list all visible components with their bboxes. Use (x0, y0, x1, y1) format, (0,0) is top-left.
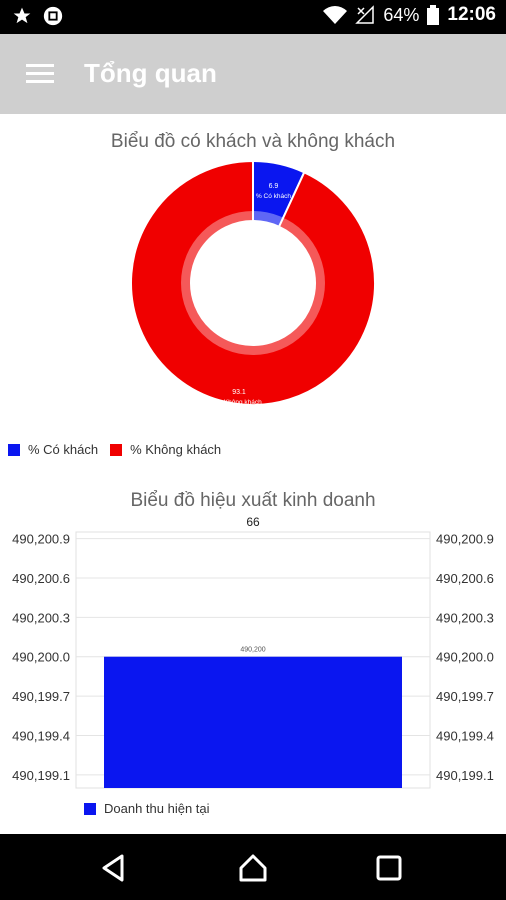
home-icon[interactable] (237, 852, 269, 884)
pie-slice-label-0: % Có khách (256, 193, 291, 200)
hamburger-menu-icon[interactable] (26, 64, 54, 84)
legend-label-co-khach: % Có khách (28, 442, 99, 457)
y-tick-right-3: 490,200.0 (436, 650, 494, 665)
content-area: Biểu đồ có khách và không khách 6.9 % Có … (0, 114, 506, 834)
recent-apps-icon[interactable] (373, 852, 405, 884)
app-bar: Tổng quan (0, 34, 506, 114)
pie-value-label-0: 6.9 (269, 183, 279, 190)
no-signal-icon (355, 5, 375, 24)
bar-chart-title: Biểu đồ hiệu xuất kinh doanh (130, 490, 376, 511)
legend-label-khong-khach: % Không khách (130, 442, 222, 457)
pie-slice-label-1: % Không khách (216, 399, 262, 406)
y-tick-right-2: 490,199.7 (436, 689, 494, 704)
bar-legend: Doanh thu hiện tại (84, 801, 210, 816)
legend-swatch-co-khach (8, 443, 20, 456)
pie-value-label-1: 93.1 (232, 389, 246, 396)
bar-value-label: 490,200 (240, 647, 265, 654)
pie-chart-title: Biểu đồ có khách và không khách (110, 131, 396, 152)
battery-percent: 64% (383, 4, 420, 25)
y-tick-left-5: 490,200.6 (12, 571, 70, 586)
navigation-bar (0, 834, 506, 900)
pie-hole (191, 221, 315, 345)
y-tick-left-0: 490,199.1 (12, 768, 70, 783)
pie-chart: 6.9 % Có khách 93.1 % Không khách (130, 159, 376, 406)
pie-legend: % Có khách % Không khách (8, 442, 221, 457)
bar-top-label: 66 (246, 515, 260, 529)
y-tick-left-6: 490,200.9 (12, 532, 70, 547)
y-tick-left-4: 490,200.3 (12, 610, 70, 625)
wifi-icon (323, 6, 348, 24)
battery-icon (427, 5, 440, 25)
star-icon (13, 7, 31, 24)
page-title: Tổng quan (84, 58, 217, 88)
clock: 12:06 (447, 4, 496, 25)
legend-swatch-khong-khach (110, 443, 123, 456)
y-tick-right-0: 490,199.1 (436, 768, 494, 783)
y-tick-left-2: 490,199.7 (12, 689, 70, 704)
calendar-icon (43, 6, 63, 26)
legend-swatch-doanh-thu (84, 802, 96, 815)
legend-label-doanh-thu: Doanh thu hiện tại (104, 801, 210, 816)
bar-doanh-thu[interactable] (104, 656, 402, 788)
y-tick-left-1: 490,199.4 (12, 728, 70, 743)
back-icon[interactable] (98, 852, 130, 884)
status-bar: 64% 12:06 (0, 0, 506, 34)
y-tick-right-1: 490,199.4 (436, 728, 494, 743)
y-tick-right-4: 490,200.3 (436, 610, 494, 625)
y-tick-right-6: 490,200.9 (436, 532, 494, 547)
y-tick-left-3: 490,200.0 (12, 650, 70, 665)
bar-chart: 66 490,199.1 490,199.1 490,199.4 490,199.4 49… (12, 515, 494, 789)
y-tick-right-5: 490,200.6 (436, 571, 494, 586)
